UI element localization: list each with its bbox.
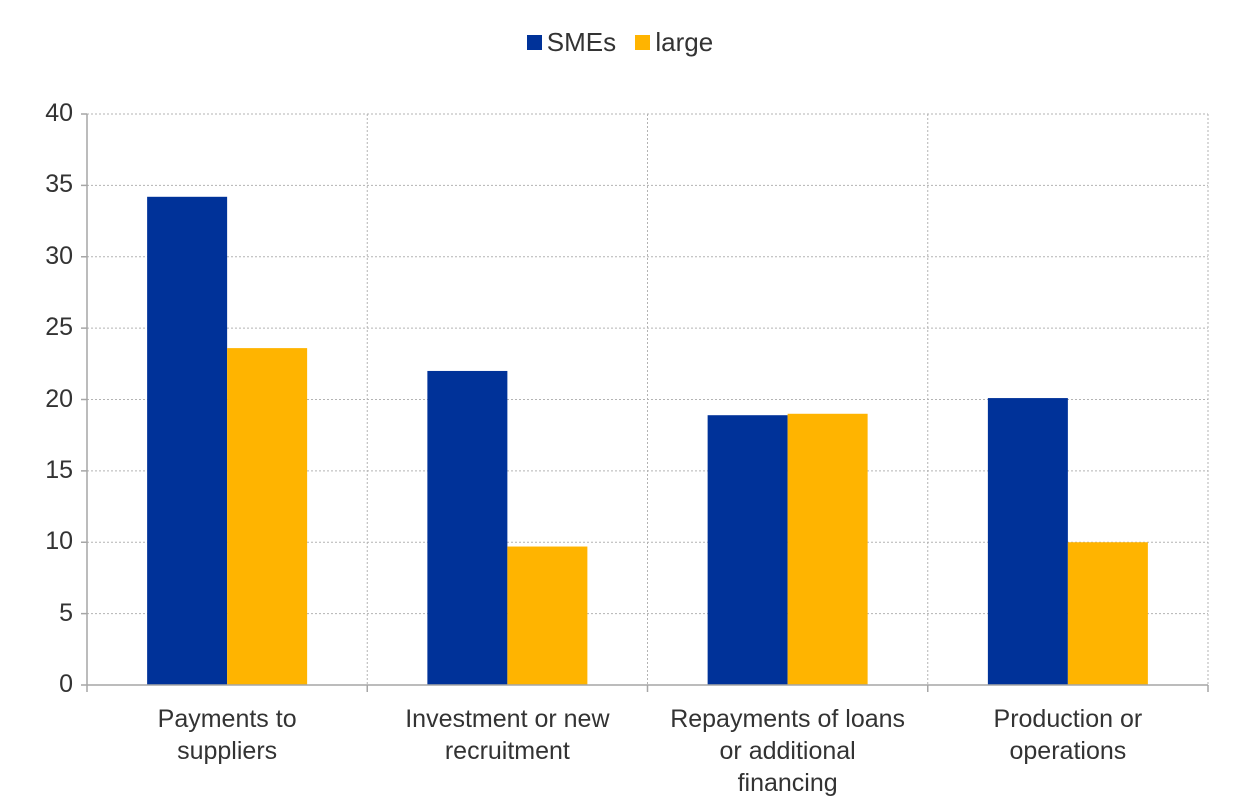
y-tick-label: 30 [45,241,73,270]
y-tick-label: 25 [45,313,73,342]
bar-smes-3 [707,415,788,685]
x-tick-label-line: Production or [993,705,1143,733]
x-tick-label: Investment or new recruitment [367,703,647,767]
x-tick-label-line: operations [1009,737,1127,765]
chart-legend: SMEs large [0,26,1240,58]
y-tick-label: 15 [45,455,73,484]
x-tick-label-line: Repayments of loans [670,705,906,733]
legend-item-smes: SMEs [526,27,617,58]
x-tick-label: Production or operations [928,703,1208,767]
x-tick-label-line: Payments to [157,705,297,733]
legend-label-smes: SMEs [546,27,617,57]
y-tick-label: 35 [45,170,73,199]
legend-label-large: large [655,27,714,57]
x-tick-label-line: recruitment [444,737,570,765]
legend-swatch-smes [526,35,542,50]
bar-large-4 [1067,542,1148,685]
bar-large-1 [227,348,308,685]
legend-swatch-large [635,35,651,50]
bar-large-3 [787,413,868,685]
bar-smes-1 [147,196,228,686]
x-tick-label-line: financing [737,769,838,797]
y-tick-label: 0 [59,670,73,698]
x-tick-label-line: or additional [719,737,856,765]
bar-large-2 [507,546,588,685]
y-tick-label: 10 [45,527,73,556]
x-tick-label: Payments to suppliers [87,703,367,767]
legend-item-large: large [635,27,713,58]
y-tick-label: 20 [45,384,73,413]
bar-smes-2 [427,370,508,685]
bar-smes-4 [987,398,1068,685]
x-tick-label: Repayments of loans or additional financin… [648,703,928,799]
x-tick-label-line: Investment or new [405,705,610,733]
x-tick-label-line: suppliers [177,737,278,765]
y-tick-label: 5 [59,598,73,627]
y-tick-label: 40 [45,99,73,127]
